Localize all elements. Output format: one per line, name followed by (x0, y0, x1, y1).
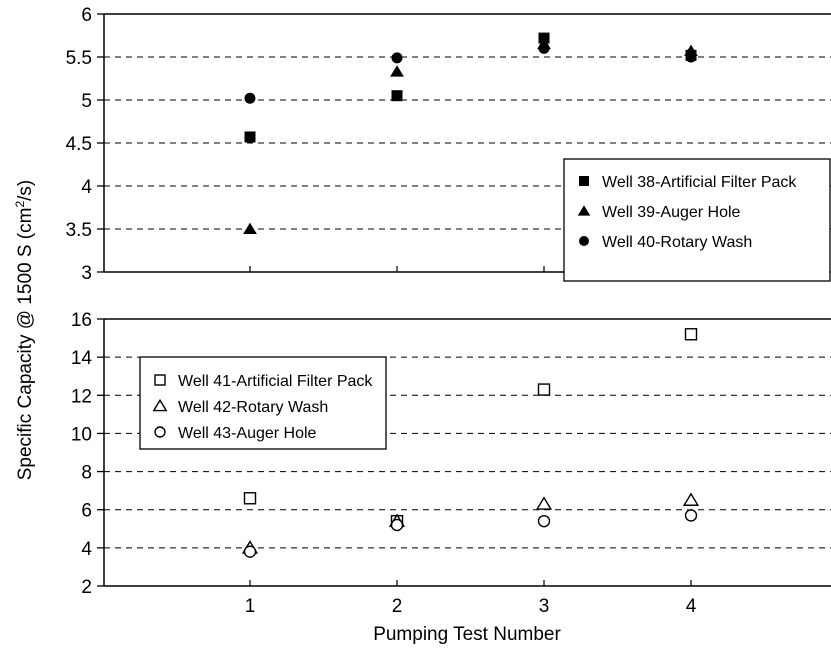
top-point-well-40-rotary-wash-test-1 (244, 92, 256, 104)
bottom-y-tick-label-4: 4 (81, 539, 92, 560)
bottom-y-tick-label-6: 6 (81, 501, 92, 522)
bottom-legend-label-well-42-rotary-wash: Well 42-Rotary Wash (178, 399, 328, 416)
x-tick-label-1: 1 (245, 596, 256, 617)
x-tick-label-4: 4 (686, 596, 697, 617)
bottom-y-tick-label-2: 2 (81, 577, 92, 598)
top-y-tick-label-5-5: 5.5 (66, 48, 92, 69)
bottom-point-well-41-artificial-filter-pack-test-1 (243, 492, 257, 505)
x-tick-label-2: 2 (392, 596, 403, 617)
top-point-well-38-artificial-filter-pack-test-1 (244, 131, 256, 143)
bottom-legend-marker-well-42-rotary-wash (152, 398, 168, 412)
top-legend-label-well-40-rotary-wash: Well 40-Rotary Wash (602, 234, 752, 251)
top-y-tick-label-4: 4 (81, 177, 92, 198)
x-tick-label-3: 3 (539, 596, 550, 617)
bottom-y-tick-label-10: 10 (71, 424, 92, 445)
bottom-point-well-43-auger-hole-test-3 (537, 514, 551, 528)
bottom-legend-label-well-41-artificial-filter-pack: Well 41-Artificial Filter Pack (178, 373, 373, 390)
bottom-y-tick-label-12: 12 (71, 386, 92, 407)
top-y-tick-label-3: 3 (81, 263, 92, 284)
top-point-well-39-auger-hole-test-2 (390, 65, 404, 77)
top-y-tick-label-3-5: 3.5 (66, 220, 92, 241)
top-legend-marker-well-39-auger-hole (577, 205, 591, 216)
top-legend-marker-well-40-rotary-wash (579, 236, 589, 246)
bottom-point-well-41-artificial-filter-pack-test-4 (684, 328, 698, 341)
y-axis-label-main: Specific Capacity @ 1500 S (cm (15, 208, 36, 481)
bottom-legend-marker-well-43-auger-hole (154, 426, 166, 438)
top-point-well-40-rotary-wash-test-2 (391, 52, 403, 64)
y-axis-label-end: /s) (15, 180, 36, 201)
bottom-point-well-43-auger-hole-test-4 (684, 509, 698, 522)
bottom-point-well-42-rotary-wash-test-3 (535, 496, 553, 510)
y-axis-label-superscript: 2 (13, 201, 27, 208)
top-legend-box (563, 158, 831, 282)
bottom-y-tick-label-14: 14 (71, 348, 93, 369)
top-legend-marker-well-38-artificial-filter-pack (579, 176, 589, 186)
bottom-legend-marker-well-41-artificial-filter-pack (154, 374, 166, 386)
bottom-y-tick-label-8: 8 (81, 463, 92, 484)
top-panel: 3 3.5 4 4.5 5 5.5 6 Well 38-Artificial Filter P… (66, 5, 831, 284)
bottom-legend-box (139, 356, 387, 450)
bottom-legend-label-well-43-auger-hole: Well 43-Auger Hole (178, 425, 317, 442)
bottom-point-well-43-auger-hole-test-1 (243, 545, 257, 558)
top-y-tick-label-5: 5 (81, 91, 92, 112)
bottom-y-tick-label-16: 16 (71, 310, 92, 331)
bottom-point-well-43-auger-hole-test-2 (390, 518, 404, 532)
top-y-tick-label-6: 6 (81, 5, 92, 26)
x-axis-label: Pumping Test Number (373, 624, 561, 645)
top-legend-label-well-39-auger-hole: Well 39-Auger Hole (602, 204, 741, 221)
top-point-well-40-rotary-wash-test-3 (538, 42, 550, 54)
top-point-well-39-auger-hole-test-1 (243, 222, 257, 235)
bottom-point-well-41-artificial-filter-pack-test-3 (537, 383, 551, 396)
y-axis-label: Specific Capacity @ 1500 S (cm2/s) (13, 180, 36, 481)
top-point-well-38-artificial-filter-pack-test-2 (391, 90, 403, 102)
top-point-well-40-rotary-wash-test-4 (685, 51, 697, 63)
top-legend-label-well-38-artificial-filter-pack: Well 38-Artificial Filter Pack (602, 174, 797, 191)
bottom-point-well-42-rotary-wash-test-4 (682, 492, 700, 506)
top-y-tick-label-4-5: 4.5 (66, 134, 92, 155)
